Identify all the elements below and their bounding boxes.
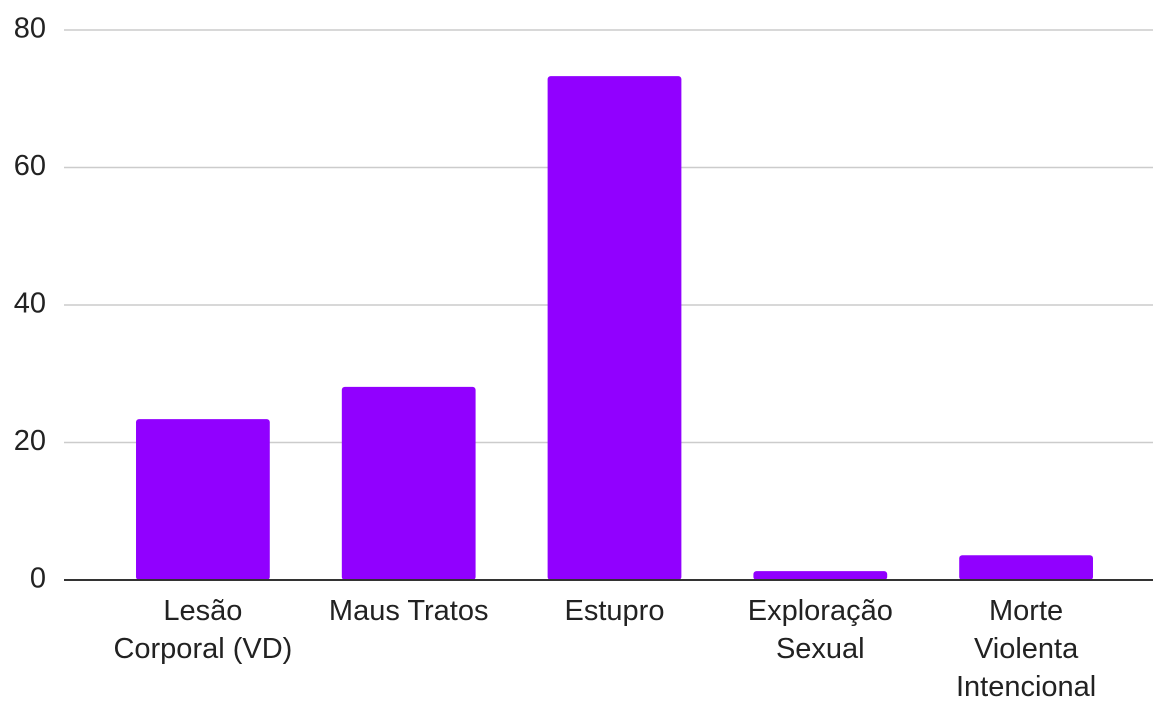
bar <box>341 386 476 580</box>
y-tick-label: 0 <box>30 563 46 595</box>
y-tick-label: 40 <box>14 288 46 320</box>
bar <box>136 419 270 580</box>
bar <box>753 571 888 580</box>
x-tick-label: Exploração Sexual <box>747 595 893 665</box>
y-tick-label: 60 <box>14 150 46 182</box>
x-tick-label: Estupro <box>564 595 665 627</box>
x-tick-label: Maus Tratos <box>328 595 489 627</box>
bar <box>547 76 682 580</box>
y-tick-label: 20 <box>14 425 46 457</box>
x-tick-label: Morte Violenta Intencional <box>955 595 1097 701</box>
bar <box>959 555 1093 580</box>
x-tick-label: Lesão Corporal (VD) <box>113 595 293 665</box>
y-tick-label: 80 <box>14 13 46 45</box>
